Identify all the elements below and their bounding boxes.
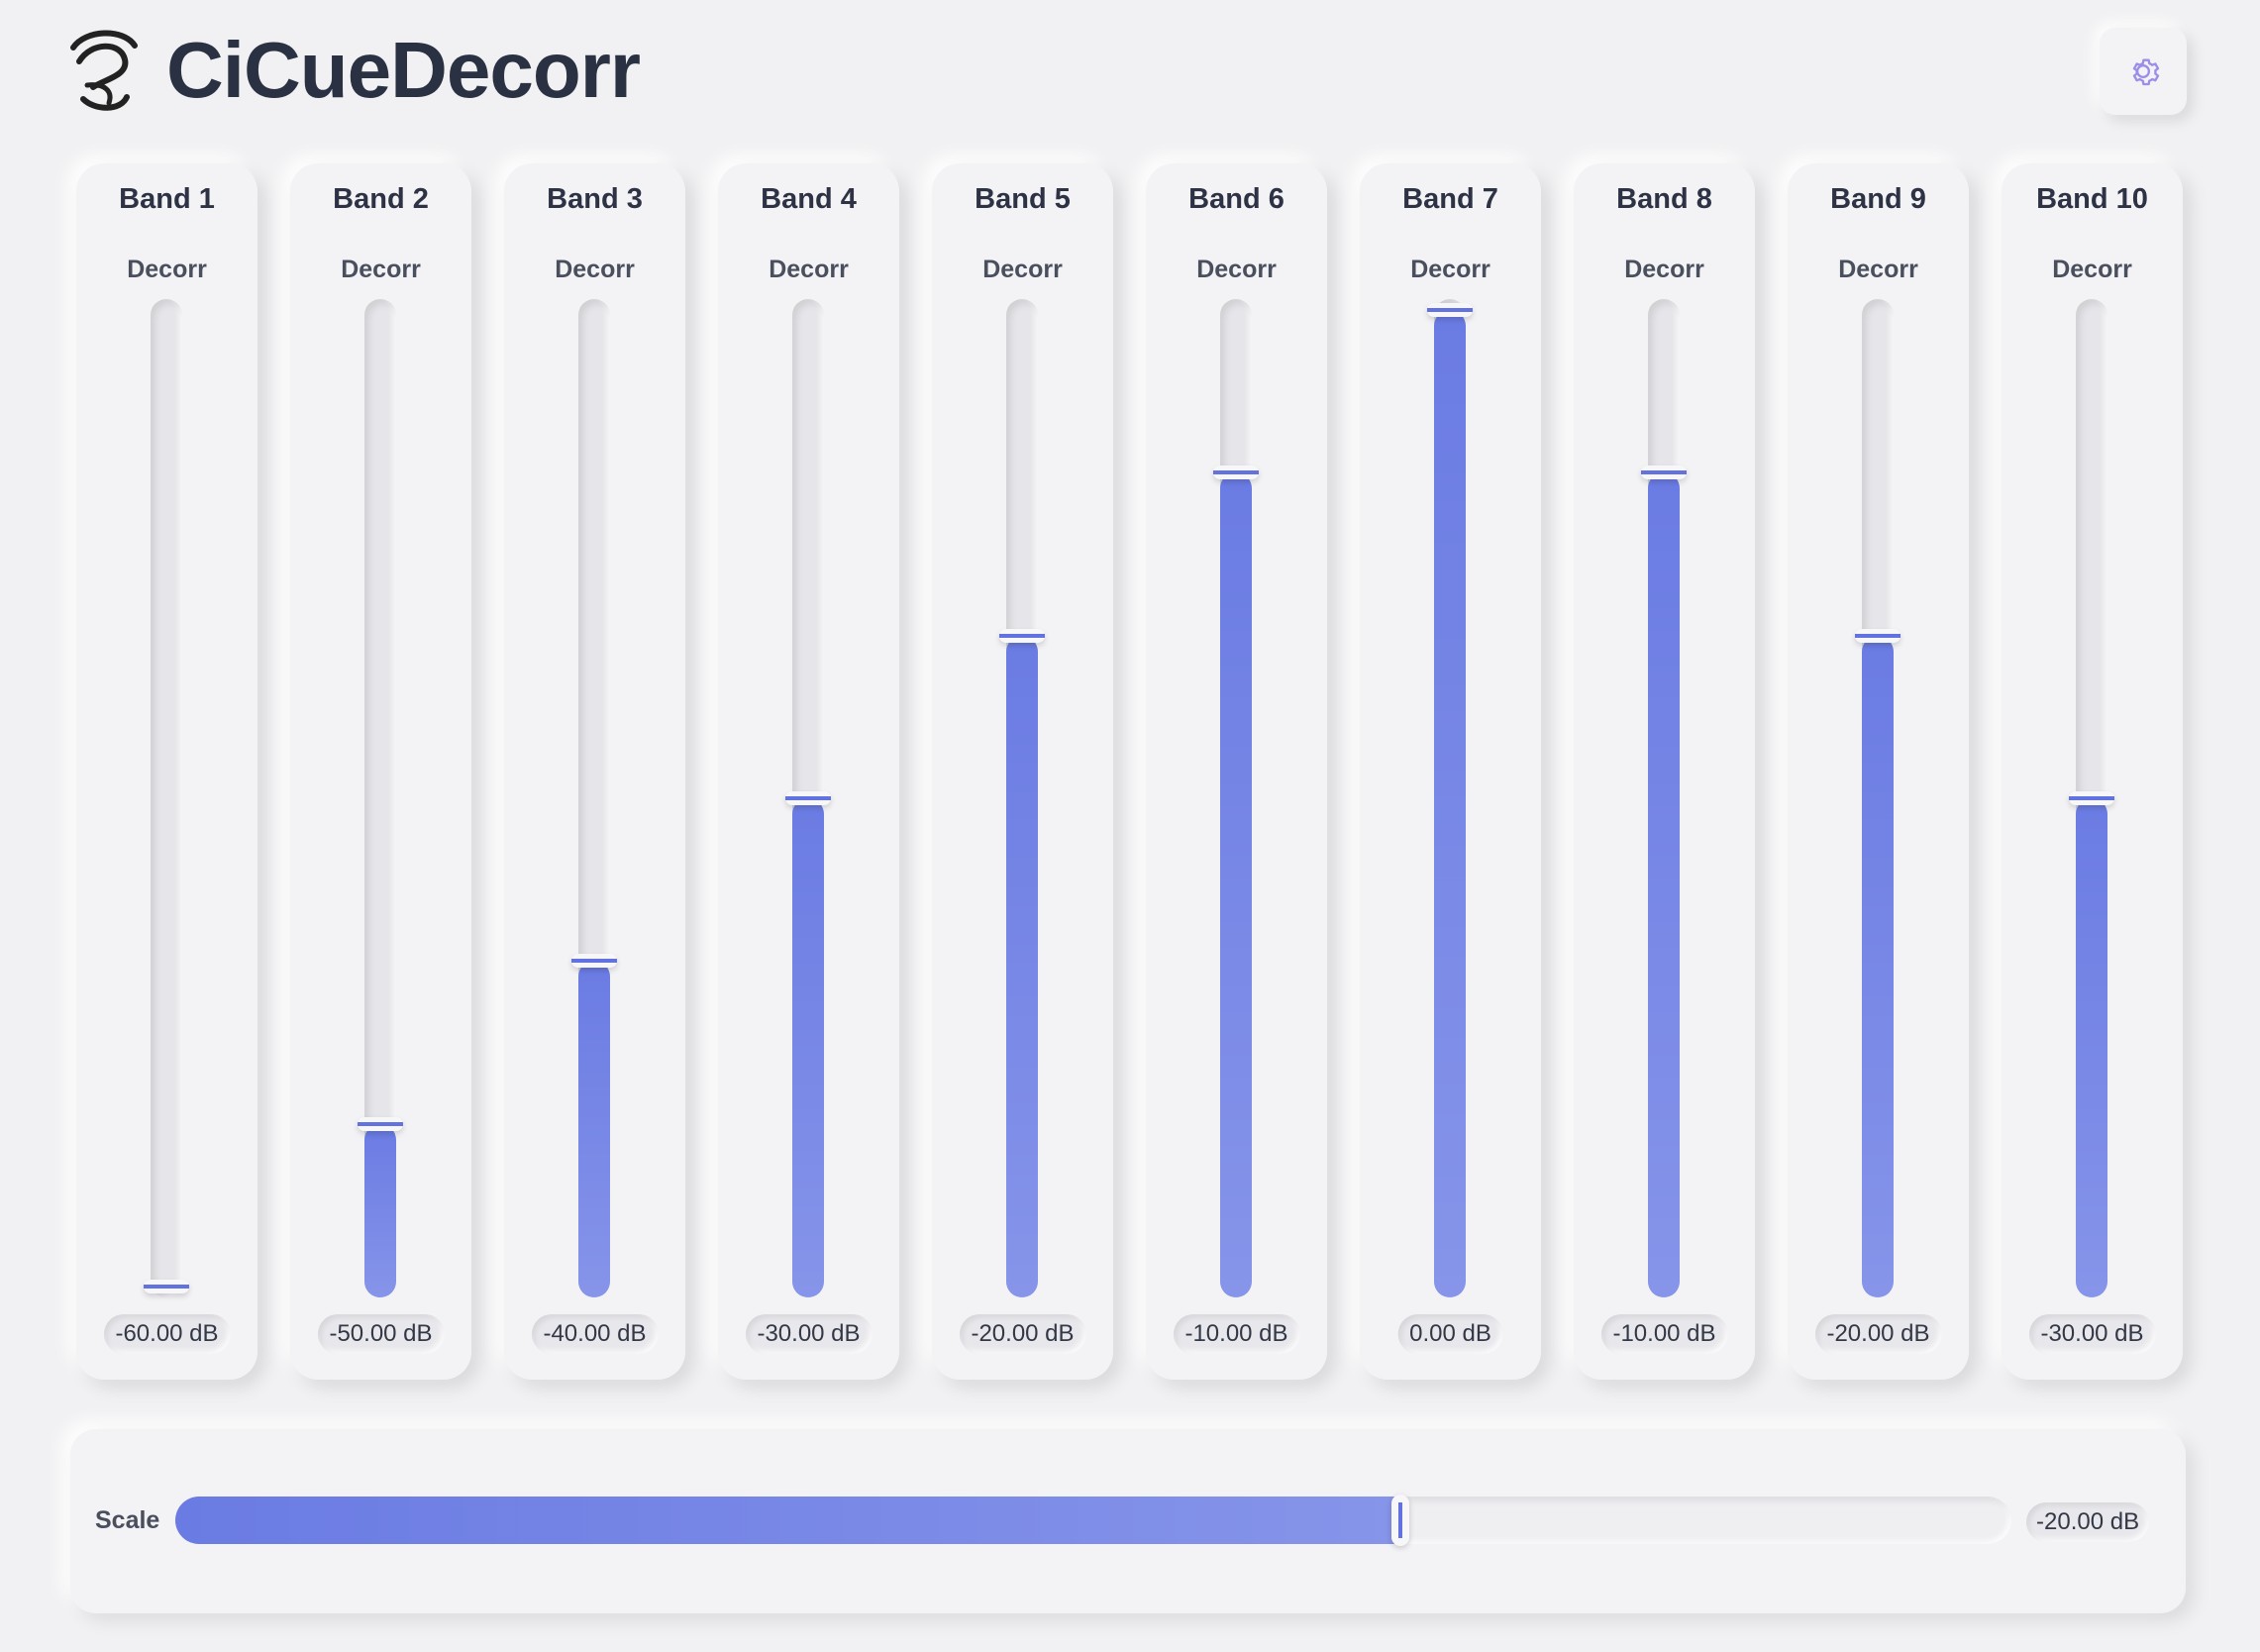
band-value: -40.00 dB xyxy=(531,1314,659,1354)
band-slider-handle[interactable] xyxy=(2069,791,2114,805)
band-slider-handle[interactable] xyxy=(144,1280,189,1293)
band-title: Band 1 xyxy=(119,183,215,215)
band-slider-handle[interactable] xyxy=(571,954,617,969)
band-slider-fill xyxy=(792,798,824,1297)
band-value: -20.00 dB xyxy=(1814,1314,1942,1354)
gear-icon xyxy=(2132,58,2160,86)
band-slider-fill xyxy=(1220,472,1252,1297)
band-value: -20.00 dB xyxy=(959,1314,1086,1354)
band-8-panel: Band 8 Decorr -10.00 dB xyxy=(1574,163,1755,1380)
band-6-panel: Band 6 Decorr -10.00 dB xyxy=(1146,163,1327,1380)
band-slider-fill xyxy=(364,1123,396,1297)
band-param-label: Decorr xyxy=(982,256,1063,283)
band-value: -60.00 dB xyxy=(103,1314,231,1354)
band-5-slider[interactable] xyxy=(999,299,1045,1297)
band-slider-fill xyxy=(1006,635,1038,1297)
band-value: -10.00 dB xyxy=(1600,1314,1728,1354)
band-title: Band 4 xyxy=(761,183,857,215)
band-value: 0.00 dB xyxy=(1397,1314,1503,1354)
app-title: CiCueDecorr xyxy=(166,26,641,114)
band-slider-handle[interactable] xyxy=(358,1116,403,1131)
band-slider-handle[interactable] xyxy=(1855,628,1900,643)
band-title: Band 2 xyxy=(333,183,429,215)
band-param-label: Decorr xyxy=(341,256,421,283)
band-value: -50.00 dB xyxy=(317,1314,445,1354)
band-slider-fill xyxy=(1648,472,1680,1297)
band-9-slider[interactable] xyxy=(1855,299,1900,1297)
band-slider-fill xyxy=(1434,310,1466,1297)
band-slider-handle[interactable] xyxy=(1213,465,1259,480)
band-title: Band 8 xyxy=(1616,183,1712,215)
band-4-slider[interactable] xyxy=(785,299,831,1297)
band-slider-handle[interactable] xyxy=(1427,303,1473,317)
band-slider-fill xyxy=(578,961,610,1297)
band-param-label: Decorr xyxy=(555,256,635,283)
band-param-label: Decorr xyxy=(127,256,207,283)
ear-icon xyxy=(70,30,138,111)
band-param-label: Decorr xyxy=(769,256,849,283)
band-param-label: Decorr xyxy=(1196,256,1277,283)
band-value: -30.00 dB xyxy=(2028,1314,2156,1354)
band-title: Band 9 xyxy=(1830,183,1926,215)
band-slider-fill xyxy=(1862,635,1894,1297)
band-param-label: Decorr xyxy=(1838,256,1918,283)
band-7-slider[interactable] xyxy=(1427,299,1473,1297)
scale-value: -20.00 dB xyxy=(2026,1502,2150,1542)
scale-label: Scale xyxy=(95,1506,160,1534)
settings-button[interactable] xyxy=(2100,28,2187,115)
app-header: CiCueDecorr xyxy=(65,26,641,115)
band-7-panel: Band 7 Decorr 0.00 dB xyxy=(1360,163,1541,1380)
band-2-slider[interactable] xyxy=(358,299,403,1297)
band-1-panel: Band 1 Decorr -60.00 dB xyxy=(76,163,257,1380)
band-value: -30.00 dB xyxy=(745,1314,873,1354)
band-param-label: Decorr xyxy=(1410,256,1490,283)
band-2-panel: Band 2 Decorr -50.00 dB xyxy=(290,163,471,1380)
band-5-panel: Band 5 Decorr -20.00 dB xyxy=(932,163,1113,1380)
band-1-slider[interactable] xyxy=(144,299,189,1297)
band-param-label: Decorr xyxy=(2052,256,2132,283)
band-title: Band 5 xyxy=(975,183,1071,215)
scale-slider[interactable] xyxy=(175,1495,2011,1546)
band-8-slider[interactable] xyxy=(1641,299,1687,1297)
band-slider-fill xyxy=(2076,798,2107,1297)
band-6-slider[interactable] xyxy=(1213,299,1259,1297)
band-title: Band 10 xyxy=(2036,183,2148,215)
band-4-panel: Band 4 Decorr -30.00 dB xyxy=(718,163,899,1380)
scale-fill xyxy=(175,1497,1400,1544)
band-9-panel: Band 9 Decorr -20.00 dB xyxy=(1788,163,1969,1380)
band-title: Band 6 xyxy=(1188,183,1284,215)
scale-panel: Scale -20.00 dB xyxy=(70,1429,2186,1613)
band-param-label: Decorr xyxy=(1624,256,1704,283)
band-slider-handle[interactable] xyxy=(785,791,831,805)
band-title: Band 7 xyxy=(1402,183,1498,215)
band-slider-handle[interactable] xyxy=(999,628,1045,643)
band-value: -10.00 dB xyxy=(1173,1314,1300,1354)
band-slider-handle[interactable] xyxy=(1641,465,1687,480)
band-3-panel: Band 3 Decorr -40.00 dB xyxy=(504,163,685,1380)
scale-handle[interactable] xyxy=(1390,1495,1409,1546)
band-10-panel: Band 10 Decorr -30.00 dB xyxy=(2002,163,2183,1380)
band-title: Band 3 xyxy=(547,183,643,215)
band-10-slider[interactable] xyxy=(2069,299,2114,1297)
band-3-slider[interactable] xyxy=(571,299,617,1297)
